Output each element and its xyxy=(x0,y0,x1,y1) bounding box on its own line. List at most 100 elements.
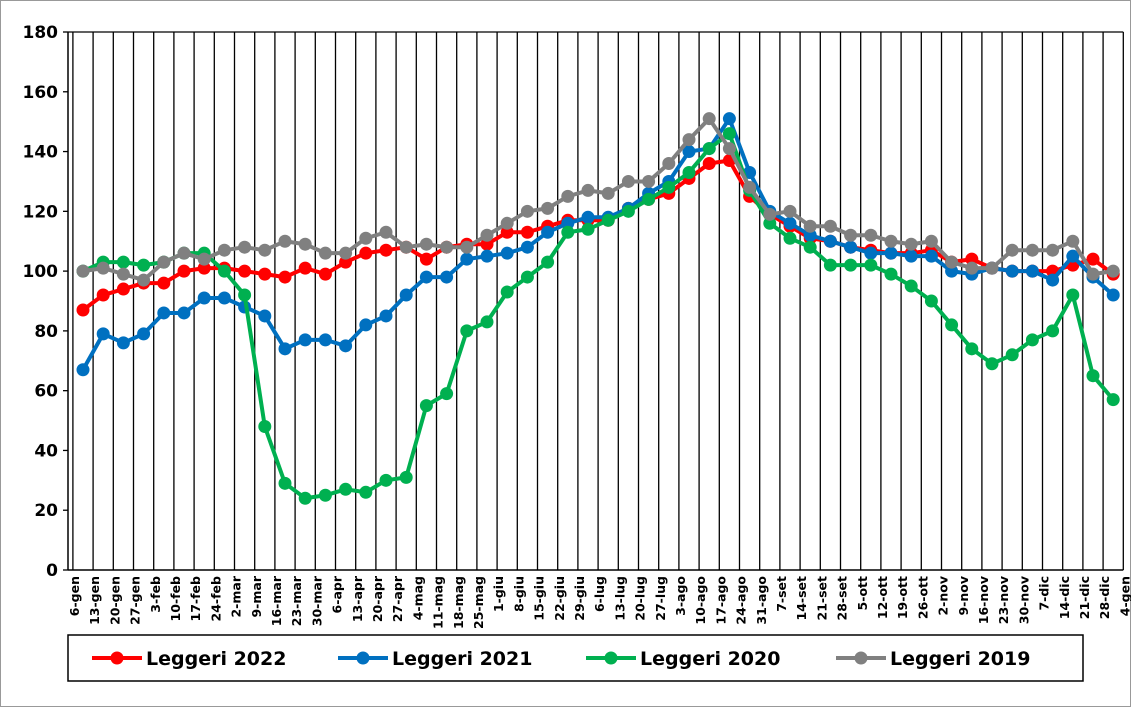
y-tick-label: 140 xyxy=(23,143,59,163)
series-marker xyxy=(965,252,979,266)
series-marker xyxy=(1086,252,1100,266)
series-marker xyxy=(258,267,272,281)
series-marker xyxy=(1106,288,1120,302)
legend-marker xyxy=(854,651,868,665)
series-marker xyxy=(460,240,474,254)
series-marker xyxy=(197,252,211,266)
x-tick-label: 20-gen xyxy=(107,576,122,625)
series-marker xyxy=(561,225,575,239)
legend-label: Leggeri 2022 xyxy=(146,648,286,670)
series-marker xyxy=(1106,264,1120,278)
x-tick-label: 26-ott xyxy=(915,576,930,619)
series-marker xyxy=(662,180,676,194)
series-marker xyxy=(339,482,353,496)
legend-marker xyxy=(604,651,618,665)
series-marker xyxy=(217,243,231,257)
series-marker xyxy=(96,288,110,302)
y-tick-label: 100 xyxy=(23,262,59,282)
series-marker xyxy=(1025,243,1039,257)
series-marker xyxy=(258,420,272,434)
x-tick-label: 28-dic xyxy=(1097,576,1112,619)
series-marker xyxy=(480,315,494,329)
series-marker xyxy=(480,228,494,242)
x-tick-label: 16-nov xyxy=(976,576,991,624)
series-marker xyxy=(480,237,494,251)
x-tick-label: 14-dic xyxy=(1057,576,1072,619)
series-marker xyxy=(339,246,353,260)
series-marker xyxy=(379,473,393,487)
series-marker xyxy=(399,470,413,484)
x-tick-label: 30-mar xyxy=(309,575,324,626)
x-tick-label: 31-ago xyxy=(754,576,769,625)
series-marker xyxy=(541,225,555,239)
x-tick-label: 10-feb xyxy=(168,576,183,621)
series-marker xyxy=(1046,273,1060,287)
series-marker xyxy=(904,237,918,251)
y-tick-label: 160 xyxy=(23,83,59,103)
x-tick-label: 13-gen xyxy=(87,576,102,625)
legend: Leggeri 2022 Leggeri 2021 Leggeri 2020 Legg… xyxy=(67,634,1084,682)
series-marker xyxy=(278,476,292,490)
series-marker xyxy=(379,309,393,323)
series-marker xyxy=(238,288,252,302)
series-marker xyxy=(177,246,191,260)
series-marker xyxy=(561,216,575,230)
legend-marker xyxy=(356,651,370,665)
series-marker xyxy=(500,285,514,299)
x-tick-label: 1-giu xyxy=(491,576,506,612)
series-marker xyxy=(177,264,191,278)
series-marker xyxy=(440,240,454,254)
x-tick-label: 30-nov xyxy=(1016,576,1031,624)
series-marker xyxy=(137,327,151,341)
series-marker xyxy=(662,157,676,171)
series-marker xyxy=(500,216,514,230)
x-tick-label: 19-ott xyxy=(895,576,910,619)
x-tick-label: 20-apr xyxy=(370,575,385,622)
series-marker xyxy=(500,225,514,239)
series-marker xyxy=(541,201,555,215)
series-marker xyxy=(783,216,797,230)
series-marker xyxy=(419,270,433,284)
series-marker xyxy=(884,234,898,248)
series-marker xyxy=(924,234,938,248)
x-tick-label: 17-ago xyxy=(713,576,728,625)
y-tick-label: 80 xyxy=(34,322,58,342)
series-marker xyxy=(359,246,373,260)
series-marker xyxy=(116,336,130,350)
x-tick-label: 12-ott xyxy=(875,576,890,619)
series-marker xyxy=(520,204,534,218)
x-tick-label: 21-dic xyxy=(1077,576,1092,619)
series-marker xyxy=(76,264,90,278)
y-tick-label: 120 xyxy=(23,202,59,222)
series-marker xyxy=(642,192,656,206)
legend-box xyxy=(67,634,1084,682)
series-marker xyxy=(339,339,353,353)
series-marker xyxy=(238,240,252,254)
series-marker xyxy=(904,279,918,293)
series-line xyxy=(81,116,1115,371)
x-tick-label: 2-mar xyxy=(229,575,244,617)
series-marker xyxy=(722,127,736,141)
series-marker xyxy=(1066,249,1080,263)
series-marker xyxy=(541,255,555,269)
x-tick-label: 7-set xyxy=(774,576,789,612)
series-marker xyxy=(844,228,858,242)
x-tick-label: 18-mag xyxy=(451,576,466,629)
x-tick-label: 23-mar xyxy=(289,575,304,626)
series-marker xyxy=(601,186,615,200)
series-marker xyxy=(217,264,231,278)
series-marker xyxy=(359,485,373,499)
series-marker xyxy=(500,246,514,260)
x-tick-label: 6-gen xyxy=(67,576,82,616)
x-tick-label: 8-giu xyxy=(511,576,526,612)
series-marker xyxy=(702,142,716,156)
series-marker xyxy=(561,189,575,203)
series-marker xyxy=(96,327,110,341)
series-marker xyxy=(318,246,332,260)
series-marker xyxy=(823,219,837,233)
series-marker xyxy=(803,219,817,233)
series-marker xyxy=(177,306,191,320)
series-marker xyxy=(399,288,413,302)
series-marker xyxy=(763,207,777,221)
